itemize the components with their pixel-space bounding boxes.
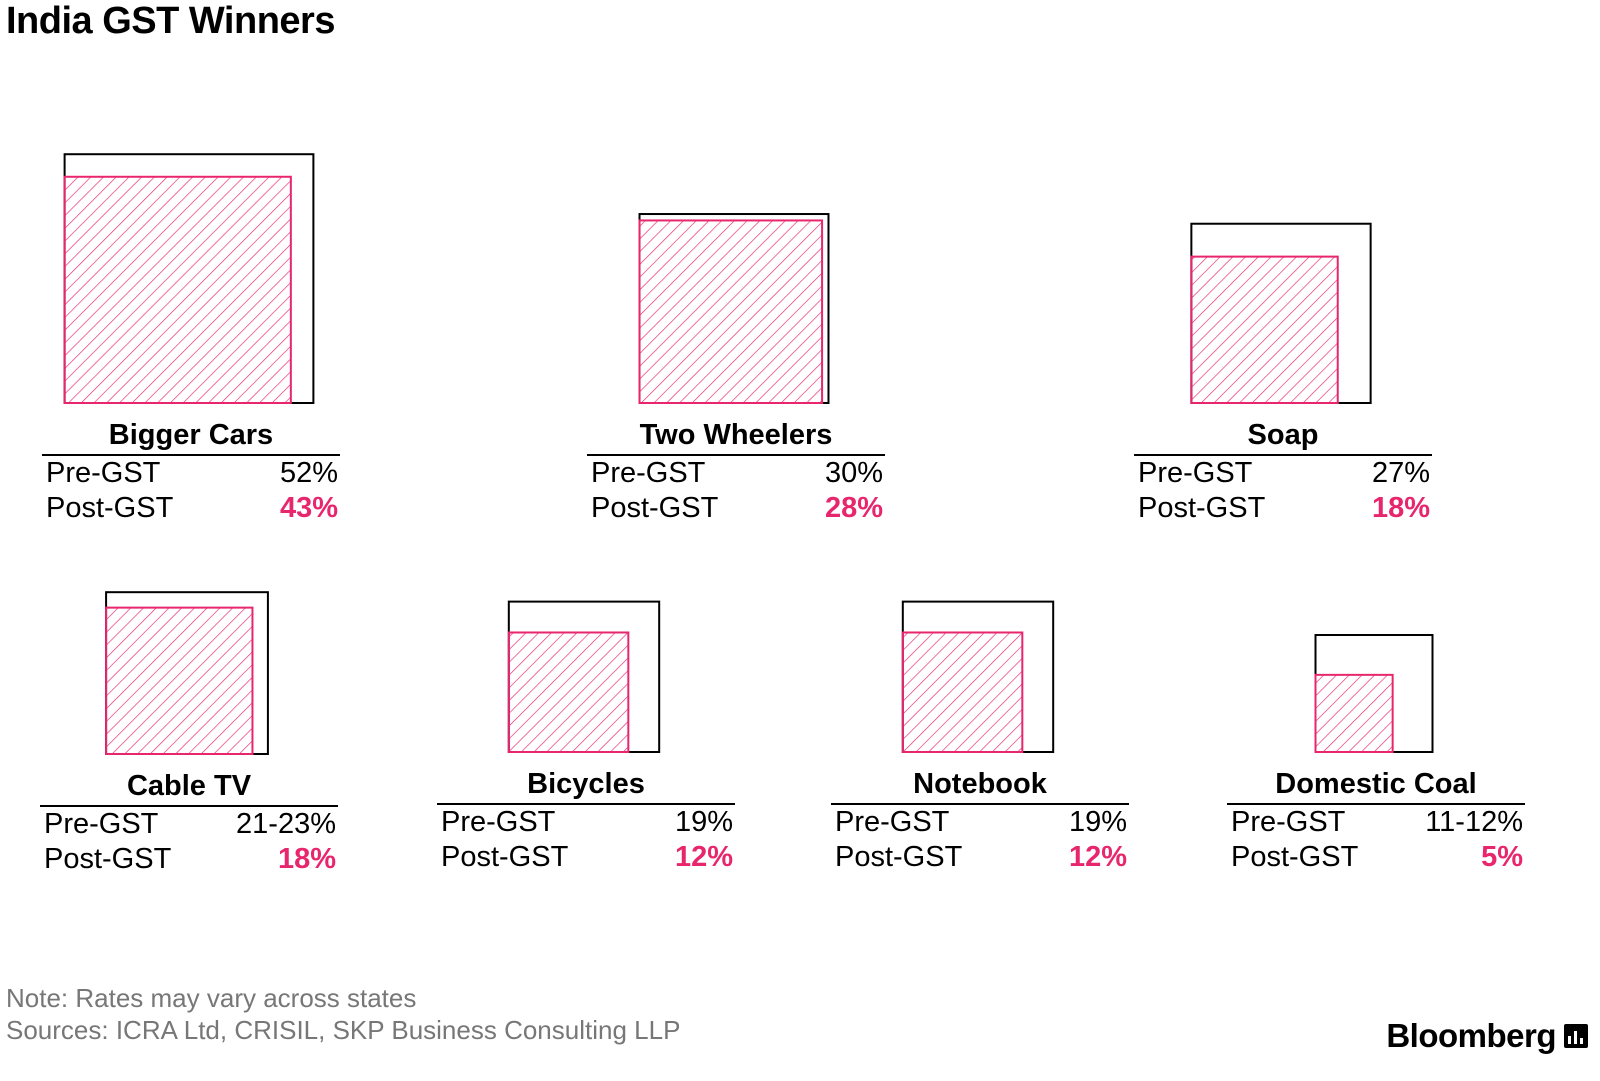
pre-gst-value: 27%	[1371, 457, 1430, 489]
post-gst-label: Post-GST	[591, 492, 719, 524]
pre-gst-label: Pre-GST	[44, 808, 159, 840]
item-name: Two Wheelers	[587, 418, 885, 456]
post-gst-row: Post-GST 18%	[40, 842, 338, 877]
item-card-cable-tv: Cable TV Pre-GST 21-23% Post-GST 18%	[40, 769, 338, 877]
item-card-bigger-cars: Bigger Cars Pre-GST 52% Post-GST 43%	[42, 418, 340, 526]
note-text: Note: Rates may vary across states	[6, 983, 417, 1013]
pre-gst-row: Pre-GST 11-12%	[1227, 805, 1525, 840]
post-gst-square-bicycles	[507, 631, 630, 753]
post-gst-row: Post-GST 5%	[1227, 840, 1525, 875]
post-gst-label: Post-GST	[835, 841, 963, 873]
chart-footnote: Note: Rates may vary across states Sourc…	[6, 982, 680, 1046]
item-card-domestic-coal: Domestic Coal Pre-GST 11-12% Post-GST 5%	[1227, 767, 1525, 875]
item-name: Notebook	[831, 767, 1129, 805]
pre-gst-row: Pre-GST 52%	[42, 456, 340, 491]
post-gst-label: Post-GST	[1138, 492, 1266, 524]
post-gst-row: Post-GST 43%	[42, 491, 340, 526]
post-gst-value: 12%	[674, 841, 733, 873]
pre-gst-label: Pre-GST	[1138, 457, 1253, 489]
post-gst-square-soap	[1190, 255, 1339, 405]
pre-gst-label: Pre-GST	[591, 457, 706, 489]
item-card-bicycles: Bicycles Pre-GST 19% Post-GST 12%	[437, 767, 735, 875]
item-card-two-wheelers: Two Wheelers Pre-GST 30% Post-GST 28%	[587, 418, 885, 526]
post-gst-row: Post-GST 18%	[1134, 491, 1432, 526]
bloomberg-logo: Bloomberg	[1386, 1017, 1588, 1055]
post-gst-row: Post-GST 12%	[437, 840, 735, 875]
post-gst-row: Post-GST 12%	[831, 840, 1129, 875]
pre-gst-row: Pre-GST 27%	[1134, 456, 1432, 491]
post-gst-label: Post-GST	[46, 492, 174, 524]
pre-gst-row: Pre-GST 19%	[437, 805, 735, 840]
post-gst-label: Post-GST	[1231, 841, 1359, 873]
item-name: Domestic Coal	[1227, 767, 1525, 805]
pre-gst-value: 11-12%	[1425, 806, 1523, 838]
post-gst-value: 5%	[1481, 841, 1523, 873]
pre-gst-value: 21-23%	[236, 808, 336, 840]
item-card-soap: Soap Pre-GST 27% Post-GST 18%	[1134, 418, 1432, 526]
brand-name: Bloomberg	[1386, 1017, 1556, 1054]
post-gst-square-cable-tv	[105, 606, 254, 756]
pre-gst-row: Pre-GST 19%	[831, 805, 1129, 840]
pre-gst-row: Pre-GST 21-23%	[40, 807, 338, 842]
post-gst-label: Post-GST	[441, 841, 569, 873]
pre-gst-value: 19%	[674, 806, 733, 838]
post-gst-label: Post-GST	[44, 843, 172, 875]
bloomberg-mark-icon	[1564, 1024, 1588, 1048]
pre-gst-label: Pre-GST	[441, 806, 556, 838]
post-gst-value: 18%	[277, 843, 336, 875]
pre-gst-value: 19%	[1068, 806, 1127, 838]
item-name: Cable TV	[40, 769, 338, 807]
item-name: Bicycles	[437, 767, 735, 805]
post-gst-value: 28%	[824, 492, 883, 524]
item-card-notebook: Notebook Pre-GST 19% Post-GST 12%	[831, 767, 1129, 875]
pre-gst-label: Pre-GST	[46, 457, 161, 489]
sources-text: Sources: ICRA Ltd, CRISIL, SKP Business …	[6, 1015, 681, 1045]
post-gst-value: 12%	[1068, 841, 1127, 873]
post-gst-square-bigger-cars	[63, 175, 292, 404]
pre-gst-label: Pre-GST	[1231, 806, 1346, 838]
chart-title: India GST Winners	[6, 0, 335, 42]
post-gst-value: 43%	[279, 492, 338, 524]
pre-gst-value: 52%	[279, 457, 338, 489]
item-name: Soap	[1134, 418, 1432, 456]
post-gst-square-notebook	[901, 631, 1024, 753]
post-gst-square-two-wheelers	[638, 219, 824, 404]
post-gst-square-domestic-coal	[1314, 673, 1394, 753]
pre-gst-label: Pre-GST	[835, 806, 950, 838]
pre-gst-value: 30%	[824, 457, 883, 489]
item-name: Bigger Cars	[42, 418, 340, 456]
post-gst-row: Post-GST 28%	[587, 491, 885, 526]
post-gst-value: 18%	[1371, 492, 1430, 524]
pre-gst-row: Pre-GST 30%	[587, 456, 885, 491]
